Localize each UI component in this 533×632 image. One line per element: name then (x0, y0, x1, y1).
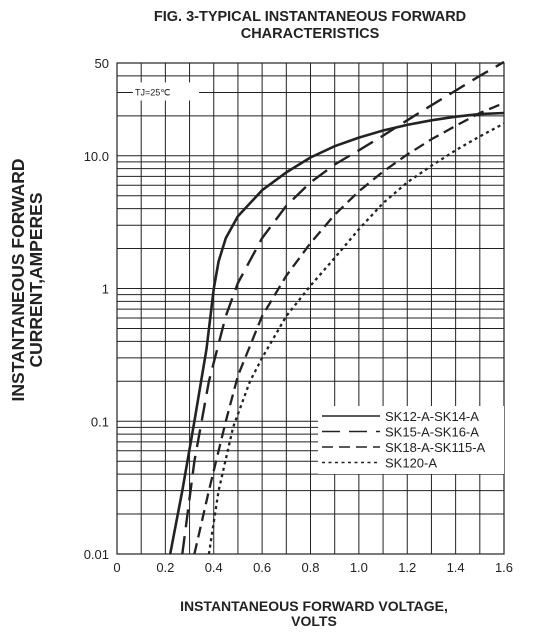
y-tick-labels: 0.01 0.1 1 10.0 50 (84, 56, 109, 562)
x-tick-label: 1.0 (350, 560, 368, 575)
plot-frame (116, 62, 505, 555)
y-tick-label: 10.0 (84, 149, 109, 164)
x-tick-label: 0.4 (205, 560, 223, 575)
temperature-annotation: TJ=25℃ (135, 87, 170, 97)
grid (117, 63, 504, 554)
x-axis-label: INSTANTANEOUS FORWARD VOLTAGE, VOLTS (180, 598, 448, 629)
x-tick-labels: 0 0.2 0.4 0.6 0.8 1.0 1.2 1.4 1.6 (113, 560, 513, 575)
y-tick-label: 0.01 (84, 547, 109, 562)
series-line (193, 101, 505, 555)
legend-label: SK15-A-SK16-A (385, 425, 479, 440)
x-tick-label: 0 (113, 560, 120, 575)
chart-title: FIG. 3-TYPICAL INSTANTANEOUS FORWARD CHA… (154, 9, 466, 42)
x-axis-label-line: INSTANTANEOUS FORWARD VOLTAGE, (180, 598, 448, 614)
legend-label: SK18-A-SK115-A (385, 440, 486, 455)
chart-title-line: CHARACTERISTICS (241, 26, 380, 42)
legend: SK12-A-SK14-ASK15-A-SK16-ASK18-A-SK115-A… (318, 406, 504, 474)
annotation-background (133, 82, 199, 101)
y-tick-label: 1 (102, 282, 109, 297)
y-axis-label: INSTANTANEOUS FORWARD CURRENT,AMPERES (8, 158, 46, 401)
series-line (181, 60, 505, 555)
y-axis-label-line: CURRENT,AMPERES (26, 192, 46, 367)
x-axis-label-line: VOLTS (291, 613, 337, 629)
x-tick-label: 0.2 (156, 560, 174, 575)
y-tick-label: 50 (95, 56, 109, 71)
legend-label: SK12-A-SK14-A (385, 409, 479, 424)
series-line (207, 122, 505, 555)
chart-title-line: FIG. 3-TYPICAL INSTANTANEOUS FORWARD (154, 9, 466, 25)
temperature-annotation-box: TJ=25℃ (133, 82, 199, 101)
x-tick-label: 1.2 (398, 560, 416, 575)
x-tick-label: 0.8 (301, 560, 319, 575)
x-tick-label: 0.6 (253, 560, 271, 575)
series-line (168, 111, 505, 555)
x-tick-label: 1.6 (495, 560, 513, 575)
series-curves (168, 60, 505, 555)
y-axis-label-line: INSTANTANEOUS FORWARD (8, 158, 28, 401)
x-tick-label: 1.4 (447, 560, 465, 575)
legend-label: SK120-A (385, 456, 437, 471)
y-tick-label: 0.1 (91, 414, 109, 429)
